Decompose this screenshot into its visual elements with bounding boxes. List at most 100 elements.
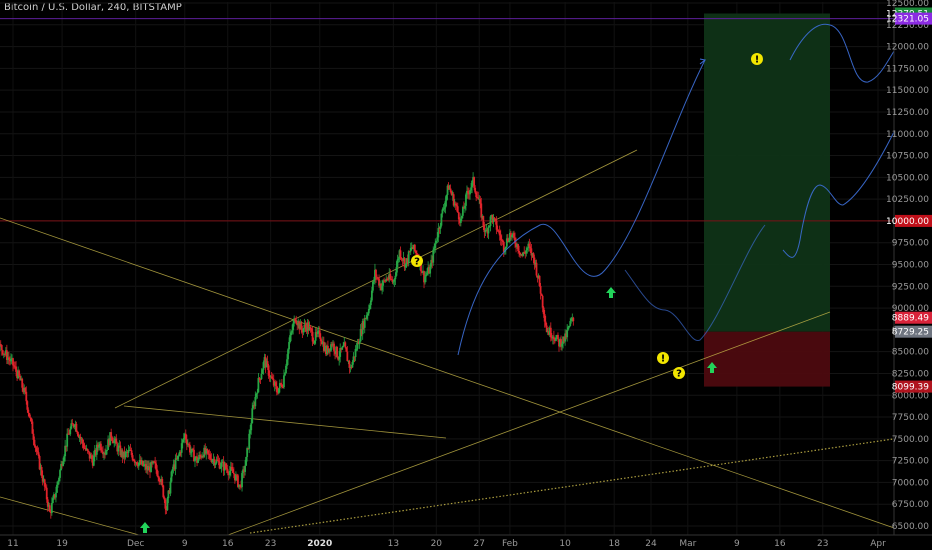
x-tick-label: 19 <box>56 539 68 549</box>
candle <box>455 205 458 207</box>
candle <box>369 300 372 306</box>
candle <box>346 351 349 362</box>
candle <box>523 252 526 254</box>
candle <box>465 194 467 206</box>
candle <box>250 423 253 431</box>
question-badge[interactable] <box>673 367 685 379</box>
candle <box>129 449 132 451</box>
candle <box>510 232 512 238</box>
candle <box>207 450 210 454</box>
y-tick-label: 8000.00 <box>892 391 929 401</box>
candle <box>128 449 131 451</box>
candle <box>35 447 38 452</box>
candle <box>566 329 569 338</box>
candle <box>308 326 311 331</box>
candle <box>150 462 152 473</box>
candle <box>404 263 407 268</box>
candle <box>125 451 128 453</box>
candle <box>237 475 239 487</box>
candle <box>551 336 554 339</box>
candle <box>339 348 342 357</box>
candle <box>433 248 436 250</box>
candle <box>63 456 66 462</box>
candle <box>148 466 150 471</box>
candle <box>22 387 25 393</box>
x-tick-label: 9 <box>182 539 188 549</box>
candle <box>114 438 117 441</box>
candle <box>469 190 471 195</box>
candle <box>82 443 85 448</box>
candle <box>220 462 223 467</box>
candle <box>539 286 542 294</box>
candle <box>269 376 272 378</box>
candle <box>158 477 161 482</box>
candle <box>93 449 96 456</box>
candle <box>373 279 375 282</box>
candle <box>368 305 371 309</box>
candle <box>482 215 485 226</box>
candle <box>0 344 2 346</box>
candle <box>293 318 296 324</box>
candle <box>532 253 535 258</box>
exclamation-badge[interactable] <box>657 352 669 364</box>
candle <box>142 465 145 467</box>
candle <box>101 450 103 452</box>
candle <box>184 433 187 440</box>
time-axis[interactable] <box>0 535 932 550</box>
candle <box>337 357 340 360</box>
candle <box>90 455 93 460</box>
candle <box>493 217 496 219</box>
candle <box>211 460 214 462</box>
price-tag <box>895 311 932 324</box>
price-tag-label: 8729.25 <box>892 328 929 338</box>
candle <box>386 278 389 280</box>
y-tick-label: 9250.00 <box>892 282 929 292</box>
price-tag <box>895 12 932 25</box>
candle <box>388 273 391 280</box>
candle <box>223 463 226 471</box>
candle <box>376 276 378 278</box>
candle <box>558 339 560 347</box>
candle <box>121 450 124 458</box>
candle <box>467 190 469 194</box>
price-axis[interactable] <box>894 0 932 535</box>
price-tag-label: 8099.39 <box>892 383 929 393</box>
candle <box>535 262 538 276</box>
y-tick-label: 9750.00 <box>892 239 929 249</box>
candle <box>300 323 303 331</box>
candle <box>68 433 71 435</box>
candle <box>569 321 572 326</box>
candle <box>61 464 63 466</box>
candle <box>175 458 178 460</box>
candle <box>254 396 257 407</box>
question-badge[interactable] <box>411 255 423 267</box>
candle <box>102 451 104 455</box>
candle <box>176 455 179 459</box>
candle <box>49 511 52 514</box>
candle <box>132 459 135 461</box>
candle <box>424 276 426 283</box>
candle <box>78 436 81 438</box>
candle <box>530 248 533 256</box>
candle <box>565 333 568 338</box>
candle <box>188 444 191 453</box>
candle <box>473 177 476 188</box>
candle <box>466 190 468 195</box>
candle <box>402 257 405 261</box>
candle <box>318 330 321 338</box>
candle <box>381 285 384 291</box>
candle <box>364 318 367 320</box>
x-tick-label: 16 <box>222 539 234 549</box>
candle <box>173 464 176 470</box>
candle <box>265 361 268 368</box>
candle <box>304 324 307 328</box>
y-tick-label: 10500.00 <box>886 173 929 183</box>
candle <box>200 455 203 458</box>
exclamation-badge[interactable] <box>751 53 763 65</box>
candle <box>545 325 548 333</box>
candle <box>372 281 374 291</box>
candle <box>123 451 126 458</box>
candle <box>514 237 516 244</box>
